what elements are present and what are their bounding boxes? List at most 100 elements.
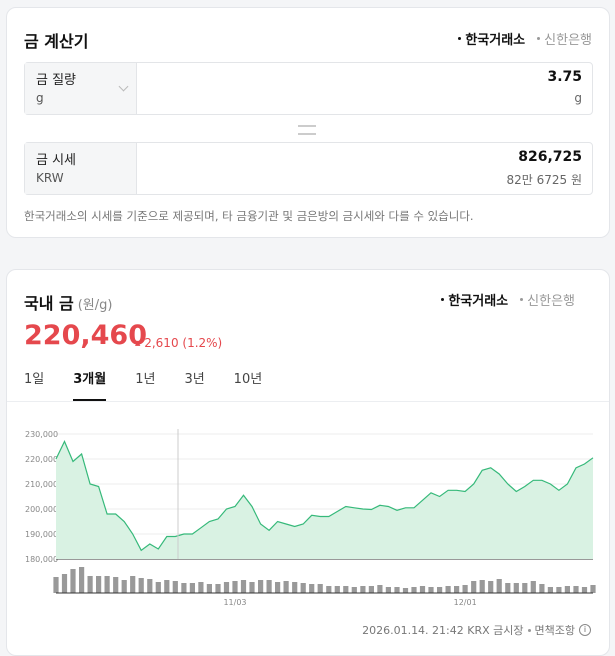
volume-bar [505,583,511,593]
volume-bar [496,579,502,593]
calculator-notice: 한국거래소의 시세를 기준으로 제공되며, 타 금융기관 및 금은방의 금시세와… [24,209,474,223]
domestic-gold-card: 국내 금 (원/g) 한국거래소 신한은행 220,460 ▲ 2,610 (1.… [6,269,610,656]
weight-value: 3.75 [547,69,582,85]
volume-bar [368,586,374,593]
weight-input[interactable]: 3.75 g [137,63,592,114]
volume-bar [121,580,127,593]
source-shinhan[interactable]: 신한은행 [520,290,575,309]
weight-row: 금 질량 g 3.75 g [24,62,593,115]
volume-bar [343,586,349,593]
volume-bar [249,582,255,593]
market-title-text: 국내 금 [24,294,74,313]
volume-bar [181,583,187,593]
price-chart[interactable]: 230,000 220,000 210,000 200,000 190,000 180,0… [7,415,609,611]
price-area [56,441,593,559]
tabs-divider [7,401,609,402]
volume-bar [479,580,485,593]
source-krx[interactable]: 한국거래소 [441,290,508,309]
volume-bar [138,578,144,593]
bullet-icon [441,298,445,301]
volume-bar [402,588,409,593]
weight-value-unit: g [574,91,582,105]
volume-bar [385,587,391,593]
volume-bar [232,581,238,593]
volume-bar [471,581,477,593]
market-title: 국내 금 (원/g) [24,290,112,314]
price-line [55,440,594,552]
source-shinhan[interactable]: 신한은행 [537,29,592,48]
up-triangle-icon: ▲ [135,339,141,347]
current-price: 220,460 [24,320,147,351]
volume-bar [130,576,136,593]
price-label: 금 시세 [36,153,77,168]
volume-bar [292,582,298,593]
volume-bar [198,582,204,593]
volume-bar [377,585,383,593]
volume-bar [334,586,340,593]
volume-bar [113,577,119,593]
volume-bar [172,581,178,593]
volume-bar [147,579,153,593]
price-output: 826,725 82만 6725 원 [137,143,592,194]
volume-bar [360,586,366,593]
volume-bar [419,586,426,593]
equals-icon [298,125,316,135]
volume-bar [70,569,76,593]
tab-1d[interactable]: 1일 [24,372,45,387]
price-korean-amount: 82만 6725 원 [506,173,582,187]
volume-bar [215,584,221,593]
price-change: ▲ 2,610 (1.2%) [135,336,222,350]
volume-bar [258,580,264,593]
price-label-box: 금 시세 KRW [25,143,137,194]
tab-3y[interactable]: 3년 [184,372,205,387]
volume-bar [96,576,102,593]
volume-bar [240,580,247,593]
price-change-text: 2,610 (1.2%) [144,336,223,350]
volume-bar [462,585,468,593]
y-tick-label: 180,000 [25,555,58,564]
y-tick-label: 200,000 [25,505,58,514]
x-tick-label: 12/01 [454,598,477,607]
tab-3m[interactable]: 3개월 [73,368,107,401]
volume-bar [300,583,306,593]
volume-bar [437,587,443,593]
bullet-icon [537,37,541,40]
market-unit: (원/g) [77,298,113,313]
y-tick-label: 220,000 [25,455,58,464]
gold-calculator-card: 금 계산기 한국거래소 신한은행 금 질량 g 3.75 g 금 시세 KRW … [6,7,610,238]
volume-bar [79,567,85,593]
tab-10y[interactable]: 10년 [233,372,263,387]
volume-bar [564,586,570,593]
x-tick-label: 11/03 [223,598,246,607]
volume-bar [53,577,59,593]
volume-bar [317,584,323,593]
tab-1y[interactable]: 1년 [135,372,156,387]
info-icon[interactable]: i [579,624,591,636]
volume-bar [189,583,195,593]
volume-bar [581,587,588,593]
period-tabs: 1일 3개월 1년 3년 10년 [24,368,291,401]
y-tick-label: 190,000 [25,530,58,539]
weight-unit-select[interactable]: 금 질량 g [25,63,137,114]
volume-bar [488,581,494,593]
volume-bar [573,586,579,593]
price-currency: KRW [36,171,64,185]
volume-bar [445,586,451,593]
source-krx[interactable]: 한국거래소 [458,29,525,48]
y-tick-label: 230,000 [25,430,58,439]
volume-bar [454,586,460,593]
volume-bar [164,580,170,593]
bullet-icon [527,628,531,632]
chart-footer: 2026.01.14. 21:42 KRX 금시장 면책조항 i [362,622,591,638]
volume-bar [428,587,434,593]
volume-bar [266,580,272,593]
volume-bar [309,584,315,593]
disclaimer-link[interactable]: 면책조항 [534,624,575,637]
volume-bar [530,581,536,593]
volume-bar [283,581,289,593]
volume-bar [351,587,357,593]
volume-bar [87,576,93,593]
volume-bar [104,576,110,593]
bullet-icon [520,298,524,301]
price-value: 826,725 [518,149,582,165]
